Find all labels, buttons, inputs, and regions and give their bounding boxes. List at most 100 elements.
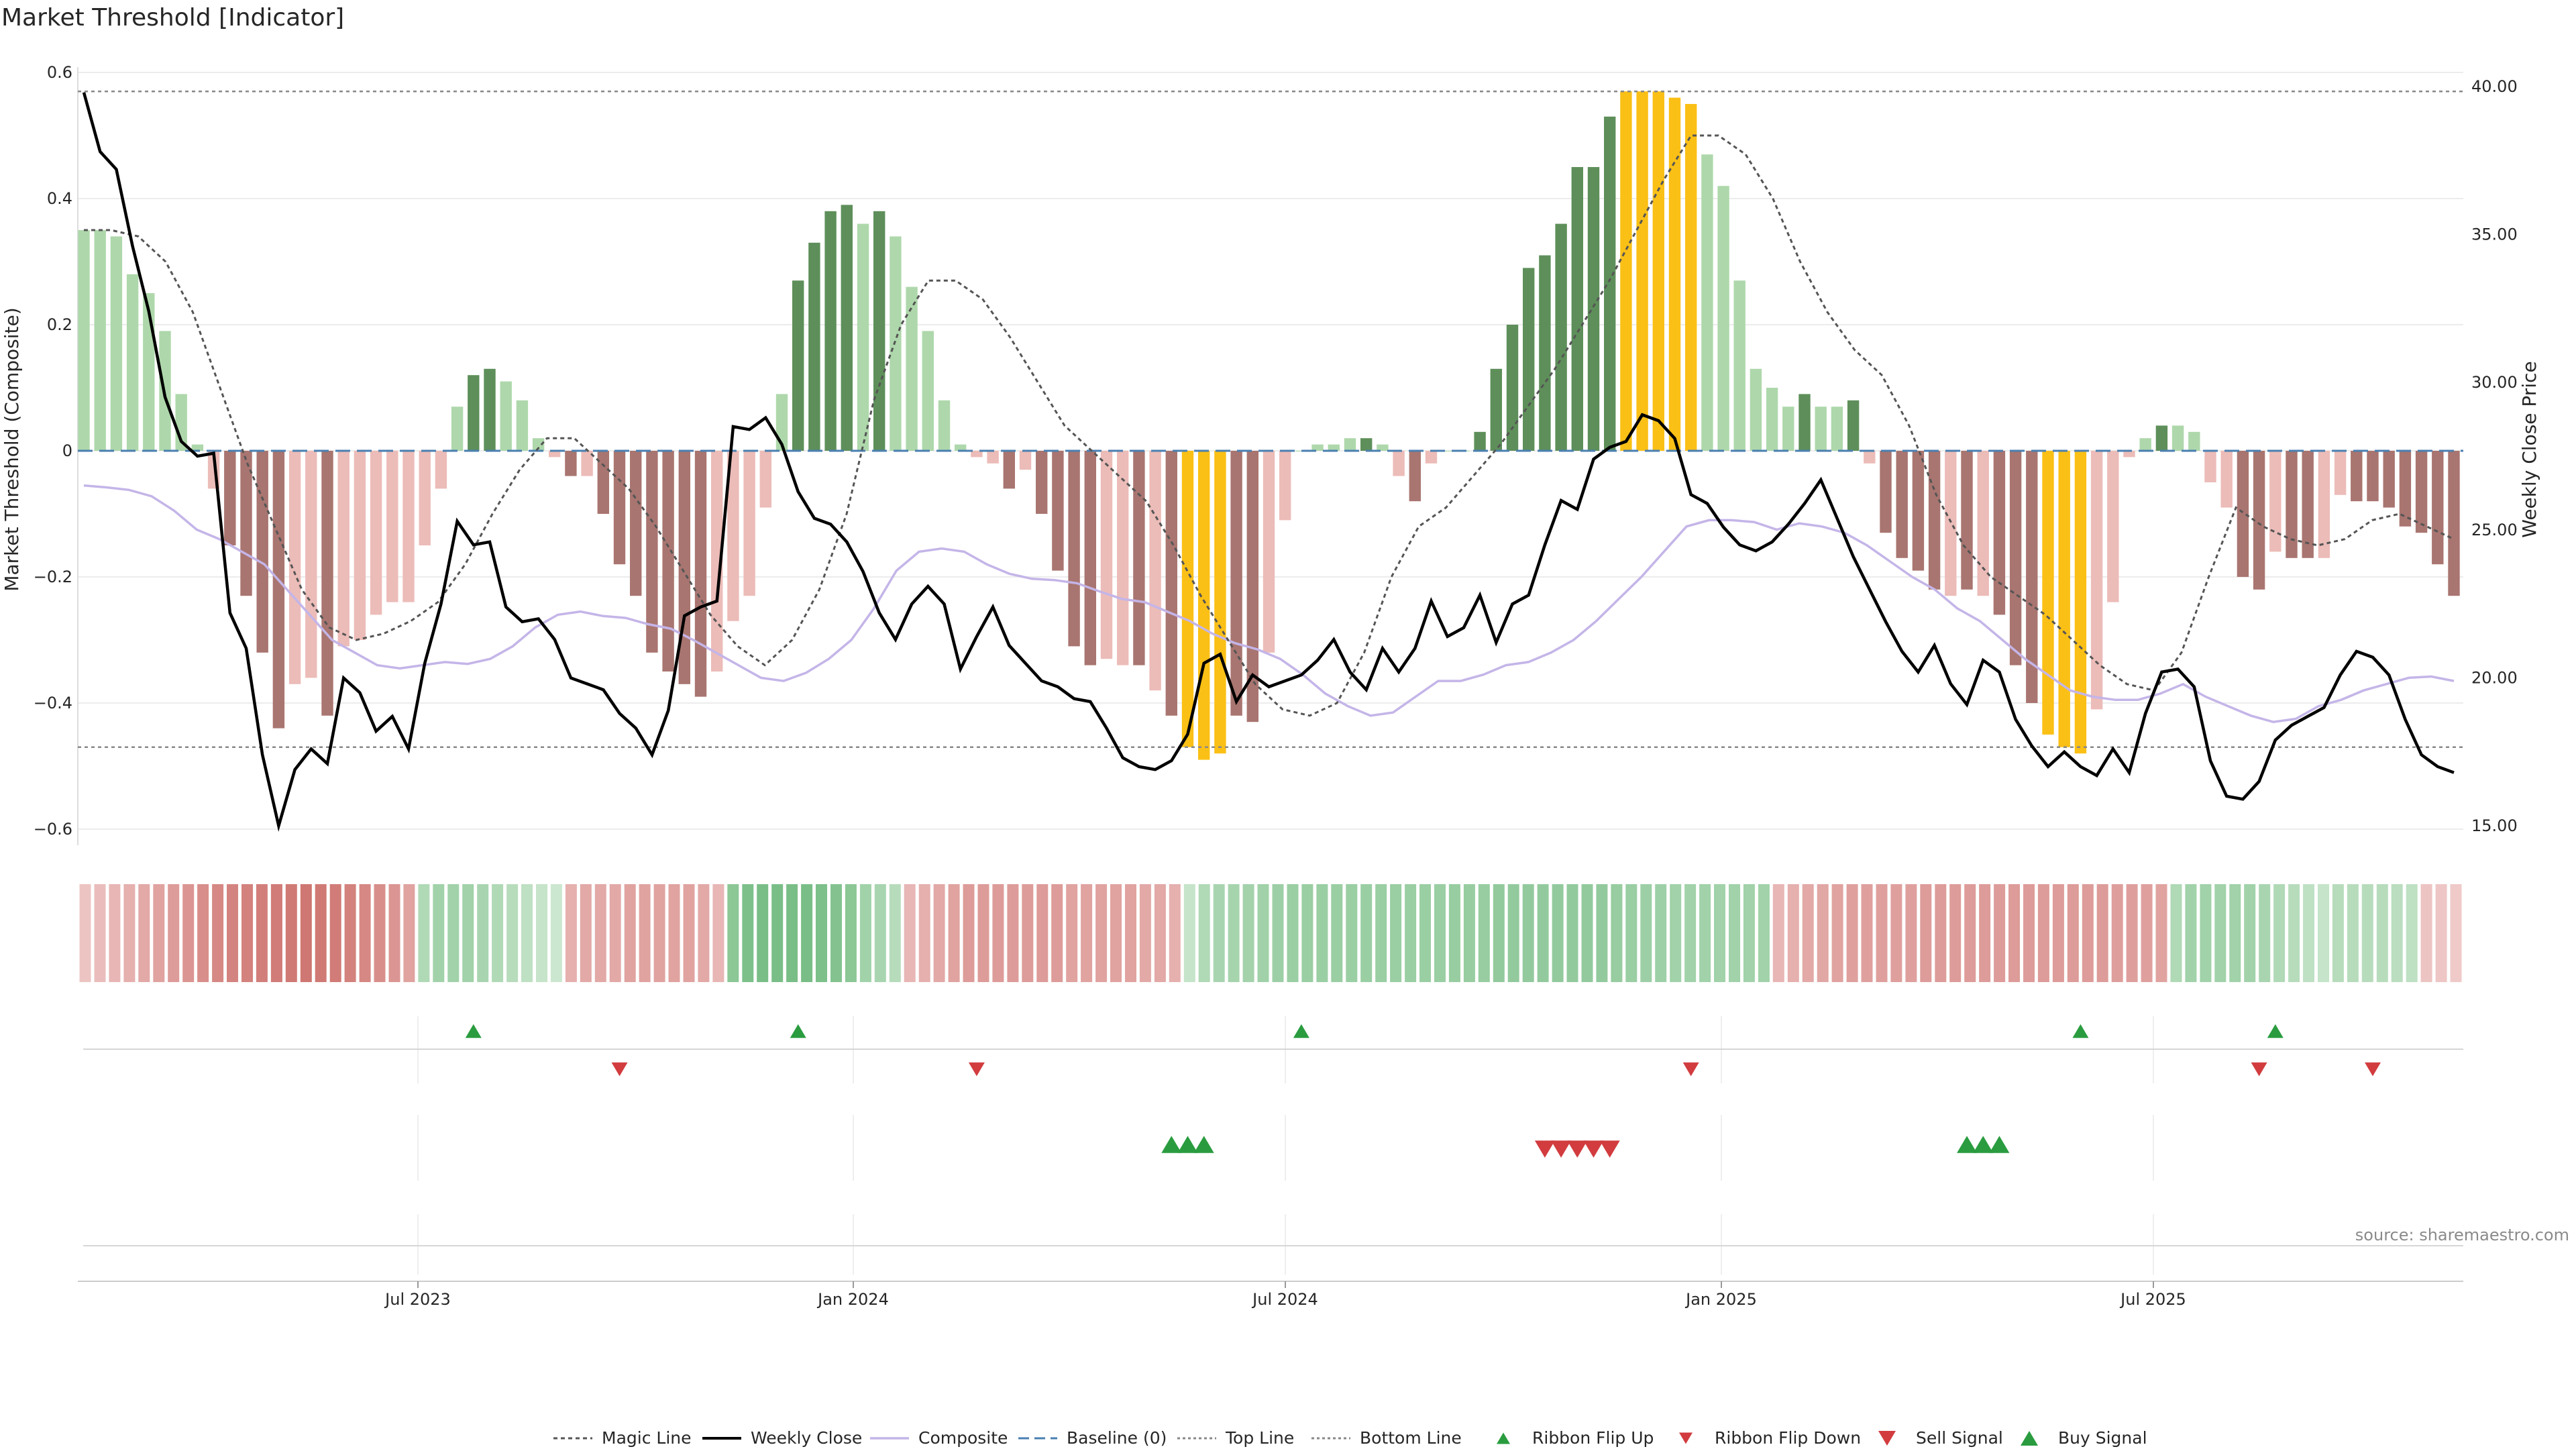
composite-bar: [337, 451, 350, 647]
source-note: source: sharemaestro.com: [2355, 1226, 2569, 1244]
ribbon-cell: [653, 884, 665, 982]
composite-bar: [1652, 91, 1664, 451]
composite-bar: [1864, 451, 1876, 464]
ribbon-cell: [2214, 884, 2226, 982]
composite-bar: [2334, 451, 2347, 495]
ribbon-cell: [1448, 884, 1460, 982]
composite-bar: [792, 280, 804, 451]
buy-signal-marker: [1973, 1136, 1994, 1153]
composite-bar: [1198, 451, 1210, 760]
composite-bar: [1165, 451, 1177, 716]
ribbon-cell: [742, 884, 754, 982]
ribbon-cell: [2450, 884, 2462, 982]
composite-bar: [2188, 431, 2200, 451]
ribbon-cell: [1787, 884, 1799, 982]
ribbon-cell: [153, 884, 165, 982]
ribbon-cell: [1876, 884, 1888, 982]
composite-bar: [2448, 451, 2460, 596]
ribbon-cell: [1979, 884, 1991, 982]
ribbon-flip-up-marker: [2267, 1024, 2284, 1038]
x-tick-label: Jul 2024: [1251, 1290, 1318, 1309]
ribbon-flip-down-marker: [1682, 1062, 1699, 1077]
composite-bar: [305, 451, 317, 678]
ribbon-cell: [94, 884, 106, 982]
composite-bar: [1360, 438, 1373, 451]
ribbon-cell: [1036, 884, 1049, 982]
ribbon-flip-up-marker: [2072, 1024, 2089, 1038]
composite-bar: [1961, 451, 1973, 590]
ribbon-cell: [1301, 884, 1313, 982]
ribbon-cell: [1714, 884, 1725, 982]
legend-label: Top Line: [1225, 1428, 1294, 1448]
ribbon-cell: [521, 884, 533, 982]
ribbon-cell: [1581, 884, 1593, 982]
composite-bar: [2415, 451, 2428, 533]
composite-bar: [630, 451, 642, 596]
composite-bar: [2367, 451, 2379, 502]
composite-bar: [2351, 451, 2363, 502]
ribbon-cell: [1831, 884, 1843, 982]
composite-bar: [1831, 407, 1843, 451]
ribbon-cell: [2318, 884, 2329, 982]
composite-bar: [1003, 451, 1015, 489]
ribbon-cell: [123, 884, 136, 982]
ribbon-cell: [1890, 884, 1902, 982]
ribbon-cell: [197, 884, 209, 982]
ribbon-cell: [1507, 884, 1519, 982]
composite-bar: [581, 451, 593, 476]
ribbon-cell: [1095, 884, 1108, 982]
composite-bar: [1181, 451, 1194, 747]
ribbon-cell: [1169, 884, 1181, 982]
composite-bar: [1377, 444, 1389, 451]
x-axis: Jul 2023 Jan 2024 Jul 2024 Jan 2025 Jul 2025: [78, 1281, 2463, 1309]
ribbon-cell: [1360, 884, 1373, 982]
ribbon-cell: [2273, 884, 2286, 982]
ribbon-cell: [1817, 884, 1829, 982]
composite-bar: [857, 223, 869, 451]
ribbon-cell: [374, 884, 386, 982]
ribbon-cell: [2096, 884, 2108, 982]
ribbon-cell: [1537, 884, 1549, 982]
legend-label: Buy Signal: [2058, 1428, 2147, 1448]
composite-bar: [78, 230, 90, 451]
ribbon-cell: [300, 884, 312, 982]
legend-swatch: [1497, 1432, 1510, 1444]
ribbon-cell: [1081, 884, 1093, 982]
ribbon-cell: [1640, 884, 1652, 982]
ribbon-cell: [859, 884, 871, 982]
ribbon-cell: [1920, 884, 1932, 982]
ribbon-cell: [565, 884, 577, 982]
ribbon-cell: [904, 884, 916, 982]
ribbon-cell: [2141, 884, 2153, 982]
composite-bar: [2302, 451, 2314, 558]
ribbon-cell: [2067, 884, 2079, 982]
composite-bar: [1133, 451, 1145, 665]
legend-label: Magic Line: [602, 1428, 692, 1448]
composite-bar: [2042, 451, 2054, 735]
composite-bar: [2171, 425, 2184, 451]
y-tick-label: −0.4: [34, 694, 72, 712]
ribbon-cell: [1228, 884, 1240, 982]
ribbon-cell: [1743, 884, 1755, 982]
ribbon-cell: [1935, 884, 1947, 982]
ribbon-cell: [285, 884, 297, 982]
composite-bar: [2318, 451, 2330, 558]
ribbon-cell: [1846, 884, 1858, 982]
y2-tick-label: 35.00: [2471, 225, 2518, 244]
composite-bar: [2009, 451, 2022, 665]
composite-bar: [613, 451, 626, 565]
ribbon-cell: [536, 884, 547, 982]
composite-bar: [532, 438, 545, 451]
composite-bar: [2074, 451, 2087, 754]
composite-bar: [1344, 438, 1356, 451]
legend-swatch: [2021, 1430, 2038, 1446]
composite-bar: [971, 451, 983, 458]
ribbon-cell: [1213, 884, 1225, 982]
composite-bar: [2399, 451, 2412, 527]
ribbon-cell: [2229, 884, 2241, 982]
ribbon-cell: [2391, 884, 2403, 982]
composite-bar: [1555, 223, 1567, 451]
y2-tick-label: 20.00: [2471, 669, 2518, 688]
composite-bar: [2139, 438, 2151, 451]
ribbon-cell: [2170, 884, 2182, 982]
